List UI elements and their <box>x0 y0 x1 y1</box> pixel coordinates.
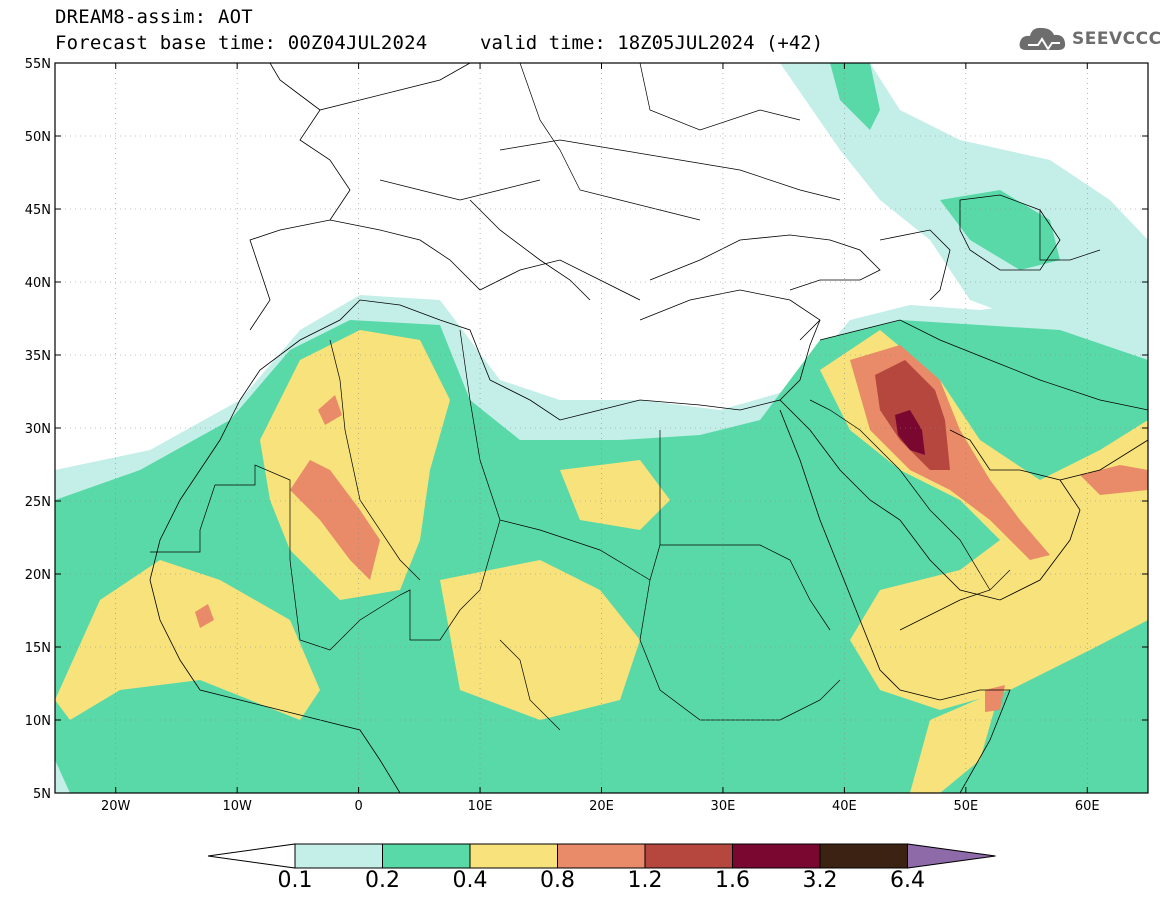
lat-tick-label: 50N <box>25 130 51 145</box>
aot-contours <box>55 63 1148 793</box>
aot-band-0.8-mauritania <box>318 395 342 425</box>
lon-tick-label: 10W <box>222 799 252 814</box>
lon-tick-label: 10E <box>468 799 493 814</box>
colorbar-high-triangle <box>907 843 996 869</box>
lon-tick-label: 40E <box>832 799 857 814</box>
aot-band-0.4-central <box>560 460 670 530</box>
colorbar-label: 0.8 <box>540 868 575 893</box>
colorbar-label: 0.4 <box>452 868 488 893</box>
seevccc-logo: SEEVCCC <box>1018 22 1161 58</box>
coastlines <box>149 63 1148 793</box>
colorbar-segment <box>819 843 908 869</box>
aot-band-0.8-somalia <box>985 685 1005 712</box>
colorbar-segment <box>469 843 558 869</box>
colorbar-label: 1.6 <box>715 868 750 893</box>
cloud-icon <box>1019 27 1066 51</box>
map-frame <box>54 62 1149 794</box>
aot-band-0.8-oman <box>1080 465 1148 495</box>
lat-tick-label: 40N <box>25 276 51 291</box>
aot-band-0.4-west <box>55 560 320 720</box>
valid-time: valid time: 18Z05JUL2024 (+42) <box>480 32 824 54</box>
axis-tick-labels: 55N 50N 45N 40N 35N 30N 25N 20N 15N 10N 5N 20W 10W 0 1… <box>25 57 1100 814</box>
colorbar-segment <box>557 843 646 869</box>
colorbar <box>207 843 996 869</box>
aot-band-0.4-sahara <box>260 330 450 600</box>
lon-tick-label: 20E <box>589 799 614 814</box>
colorbar-label: 0.1 <box>277 868 313 893</box>
lon-tick-label: 50E <box>953 799 978 814</box>
axis-ticks <box>55 62 1148 794</box>
colorbar-label: 6.4 <box>890 868 925 893</box>
lat-tick-label: 15N <box>25 641 51 656</box>
colorbar-segment <box>644 843 733 869</box>
aot-band-0.8-sahara <box>290 460 380 580</box>
lon-tick-label: 30E <box>711 799 736 814</box>
lon-tick-label: 60E <box>1075 799 1100 814</box>
aot-band-0.4-sahel <box>440 560 640 720</box>
aot-band-0.2-caspian <box>940 190 1060 270</box>
lat-tick-label: 25N <box>25 495 51 510</box>
colorbar-segment <box>382 843 471 869</box>
lat-tick-label: 20N <box>25 568 51 583</box>
colorbar-label: 3.2 <box>802 868 838 893</box>
lat-tick-label: 10N <box>25 714 51 729</box>
country-borders <box>150 63 1148 731</box>
forecast-base-time: Forecast base time: 00Z04JUL2024 <box>55 32 428 54</box>
aot-band-1.6-iraq <box>895 410 925 455</box>
lat-tick-label: 55N <box>25 57 51 72</box>
aot-band-0.8-mali <box>195 604 214 628</box>
lat-tick-label: 45N <box>25 203 51 218</box>
colorbar-label: 1.2 <box>627 868 663 893</box>
colorbar-low-triangle <box>207 843 296 869</box>
lon-tick-label: 0 <box>354 799 362 814</box>
colorbar-segment <box>732 843 821 869</box>
colorbar-label: 0.2 <box>365 868 400 893</box>
lat-tick-label: 30N <box>25 422 51 437</box>
logo-text: SEEVCCC <box>1072 29 1162 49</box>
grid-lines <box>55 63 1148 793</box>
map-title: DREAM8-assim: AOT <box>55 6 253 28</box>
lon-tick-label: 20W <box>101 799 131 814</box>
colorbar-segment <box>294 843 383 869</box>
lat-tick-label: 35N <box>25 349 51 364</box>
aot-band-0.4-horn <box>910 690 1000 793</box>
aot-band-0.2-north <box>830 63 880 130</box>
lat-tick-label: 5N <box>33 787 51 802</box>
